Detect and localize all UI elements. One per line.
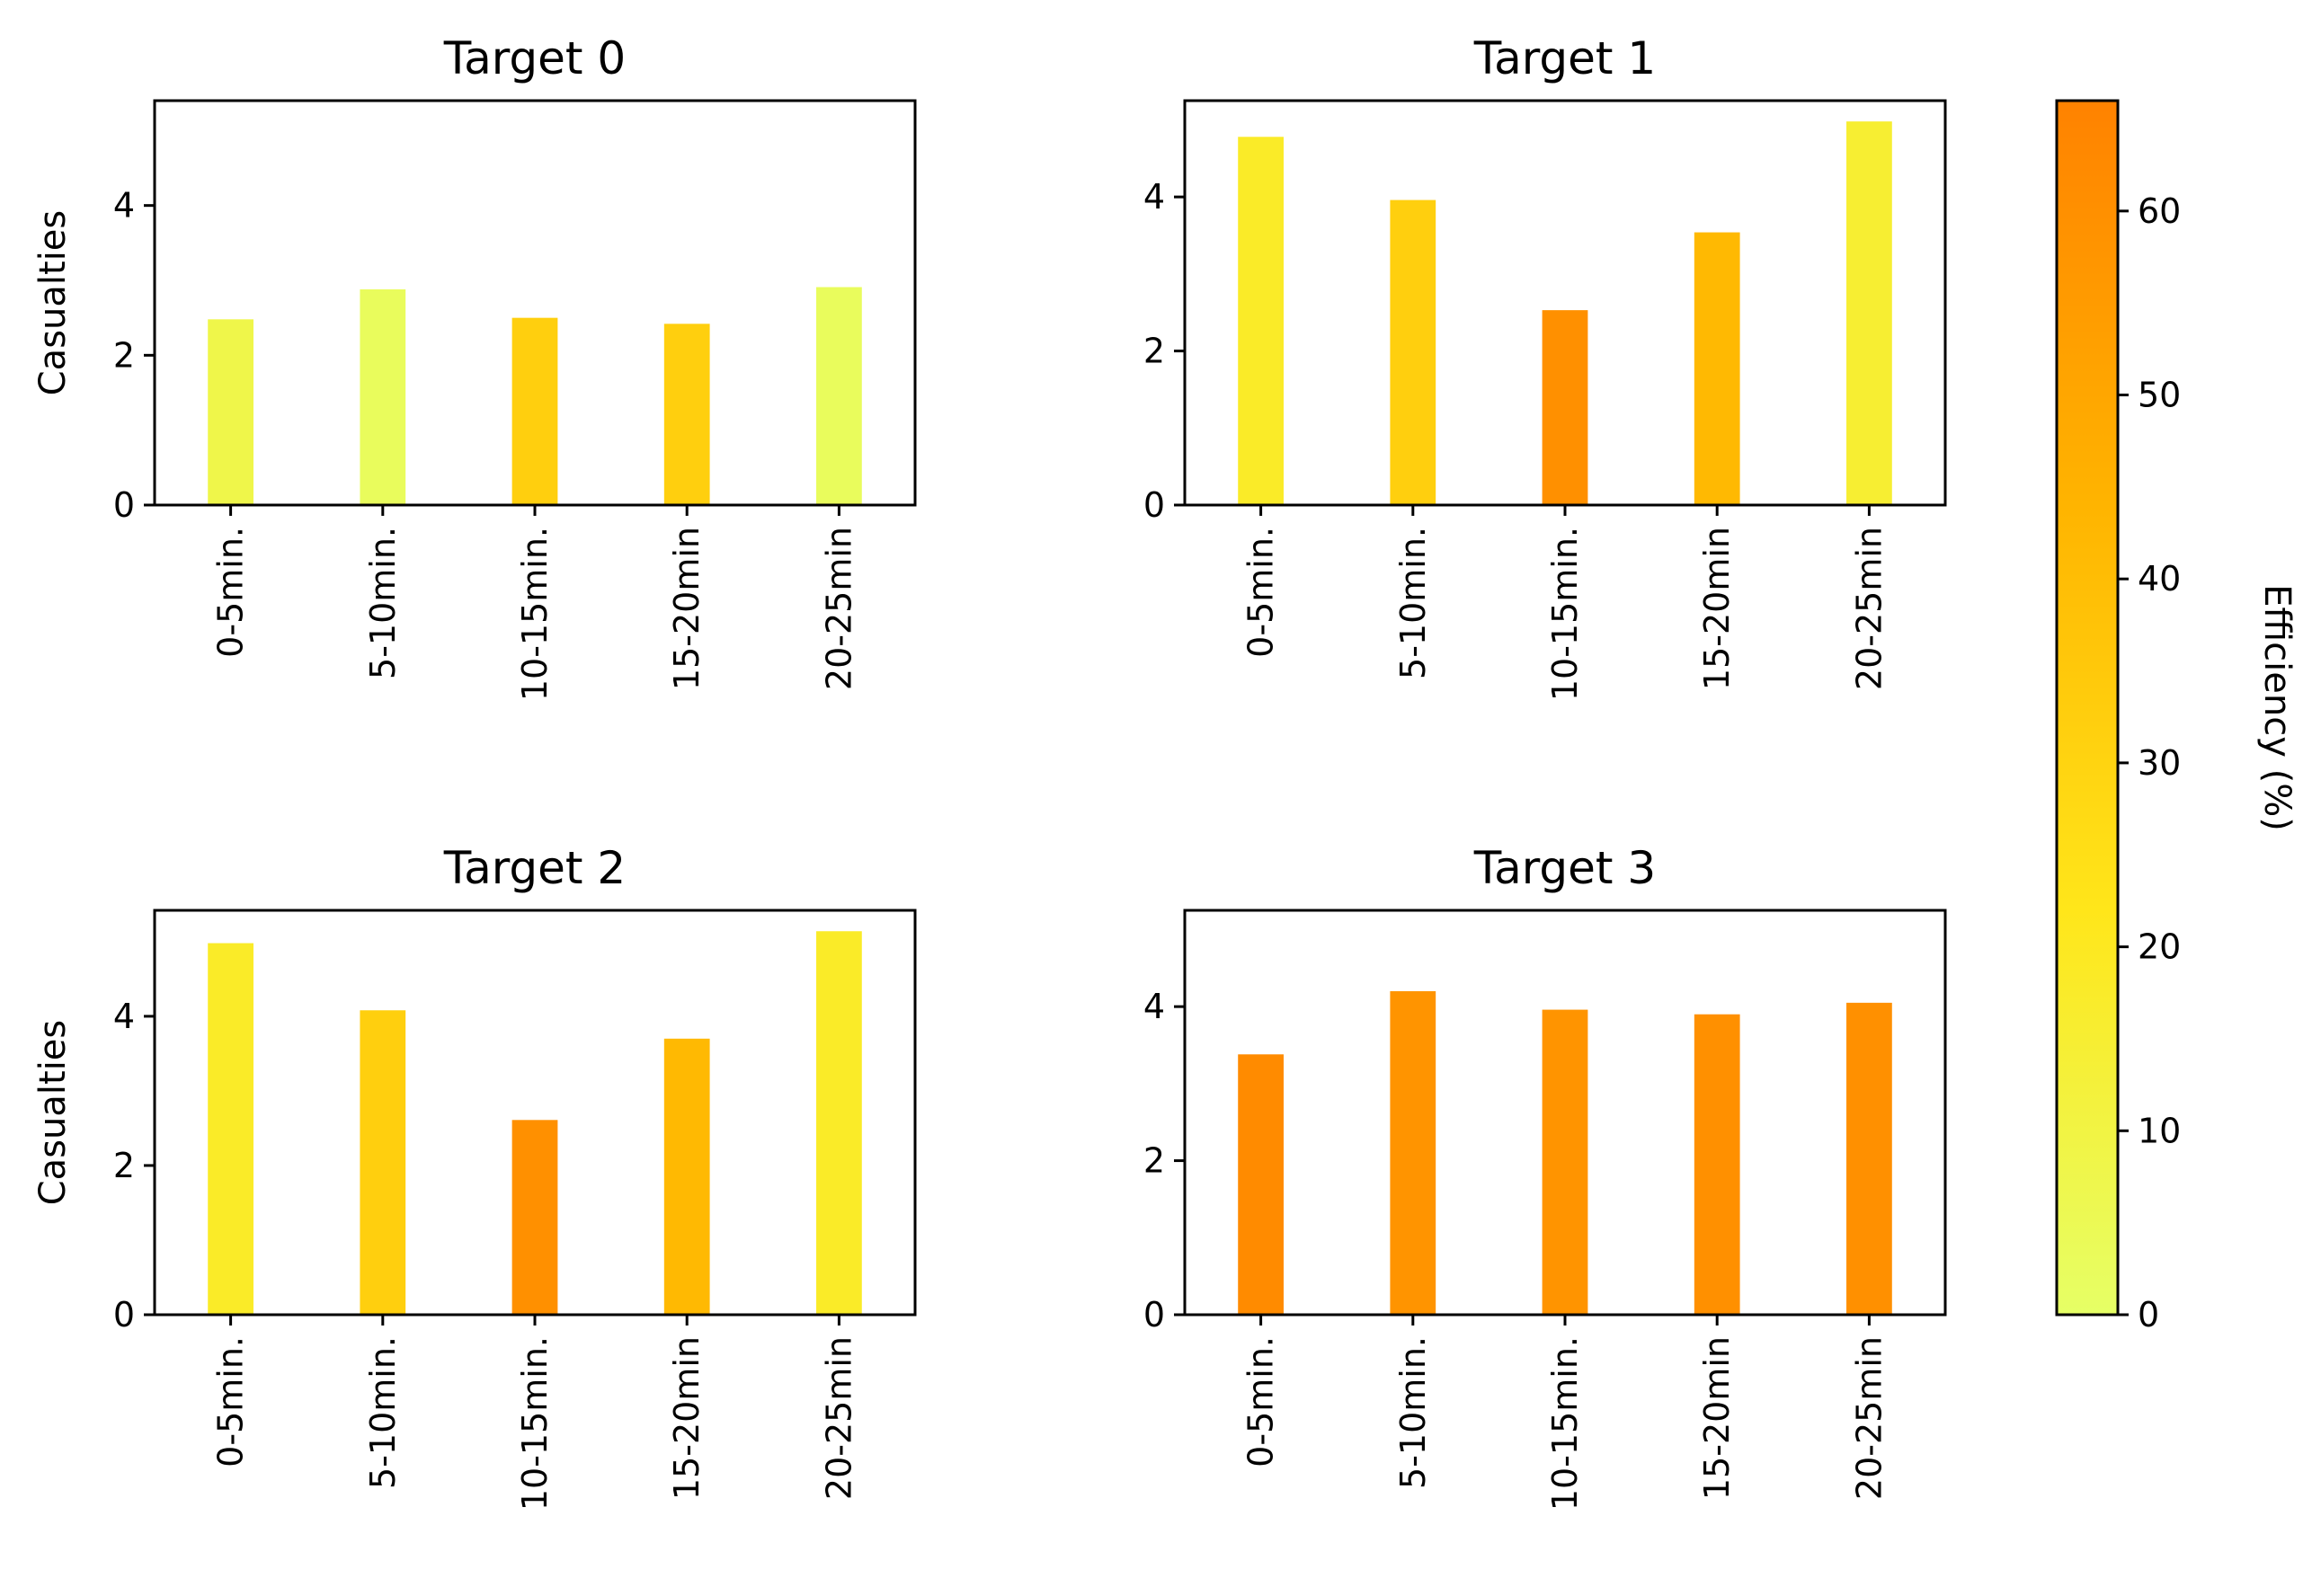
subplot-title: Target 2 [443,842,626,894]
bar [1238,137,1284,506]
y-tick-label: 0 [1143,485,1165,525]
bar [816,287,862,505]
colorbar-tick-label: 0 [2138,1295,2159,1334]
y-tick-label: 0 [113,485,135,525]
y-tick-label: 0 [1143,1295,1165,1334]
bar [208,319,253,505]
x-tick-label: 15-20min [1697,1336,1737,1500]
bar [1238,1054,1284,1315]
x-tick-label: 0-5min. [211,527,251,658]
bar [663,1038,710,1315]
bar [208,943,253,1315]
y-tick-label: 2 [113,335,135,375]
x-tick-label: 5-10min. [363,527,403,679]
subplot-0: Target 0 Casualties 0 2 4 0-5min. 5-10min. 10-1… [32,32,917,701]
x-tick-label: 15-20min [667,527,707,690]
bar [1694,232,1740,505]
x-tick-label: 10-15min. [1545,1336,1585,1511]
bar [1390,991,1436,1315]
x-tick-label: 20-25min [819,527,858,690]
y-tick-label: 4 [113,186,135,226]
colorbar-tick-label: 40 [2138,559,2181,598]
colorbar-tick-label: 50 [2138,376,2181,415]
x-tick-label: 5-10min. [363,1336,403,1489]
x-tick-label: 0-5min. [1241,527,1281,658]
bar [360,289,406,505]
bar [1390,200,1436,506]
colorbar-frame [2055,99,2120,1317]
x-tick-label: 20-25min [1849,527,1889,690]
colorbar-tick-label: 30 [2138,743,2181,783]
subplot-2: Target 2 Casualties 0 2 4 0-5min. 5-10min. 10-1… [32,842,917,1511]
x-tick-label: 0-5min. [1241,1336,1281,1467]
bar [1694,1014,1740,1315]
x-tick-label: 20-25min [1849,1336,1889,1500]
y-tick-label: 2 [113,1146,135,1185]
colorbar-tick-label: 10 [2138,1111,2181,1150]
y-tick-label: 2 [1143,332,1165,371]
x-tick-label: 15-20min [1697,527,1737,690]
bar [1542,310,1588,505]
x-tick-label: 0-5min. [211,1336,251,1467]
x-tick-label: 10-15min. [515,527,555,701]
bar [1542,1009,1588,1315]
bar [663,324,710,505]
subplot-title: Target 0 [443,32,626,84]
x-tick-label: 10-15min. [515,1336,555,1511]
subplot-title: Target 3 [1473,842,1656,894]
x-tick-label: 10-15min. [1545,527,1585,701]
colorbar-tick-label: 60 [2138,191,2181,231]
y-axis-label: Casualties [32,210,74,396]
subplot-1: Target 1 0 2 4 0-5min. 5-10min. 10-15min. 15-20… [1143,32,1947,701]
subplot-title: Target 1 [1473,32,1656,84]
y-axis-label: Casualties [32,1020,74,1206]
x-tick-label: 5-10min. [1393,527,1433,679]
x-tick-label: 5-10min. [1393,1336,1433,1489]
x-tick-label: 15-20min [667,1336,707,1500]
subplot-grid: Target 0 Casualties 0 2 4 0-5min. 5-10min. 10-1… [32,32,1947,1511]
bar [511,317,558,505]
y-tick-label: 0 [113,1295,135,1334]
y-tick-label: 2 [1143,1141,1165,1181]
y-tick-label: 4 [113,997,135,1036]
y-tick-label: 4 [1143,177,1165,217]
colorbar: 0 10 20 30 40 50 60 Efficiency (%) [2055,99,2298,1334]
bar [360,1010,406,1315]
bar [1846,121,1892,505]
y-tick-label: 4 [1143,987,1165,1026]
bar [1846,1002,1892,1315]
bar [511,1120,558,1315]
bar [816,931,862,1315]
colorbar-tick-label: 20 [2138,927,2181,967]
colorbar-label: Efficiency (%) [2256,584,2298,831]
x-tick-label: 20-25min [819,1336,858,1500]
subplot-3: Target 3 0 2 4 0-5min. 5-10min. 10-15min. 15-20… [1143,842,1947,1511]
colorbar-gradient [2057,101,2118,1315]
